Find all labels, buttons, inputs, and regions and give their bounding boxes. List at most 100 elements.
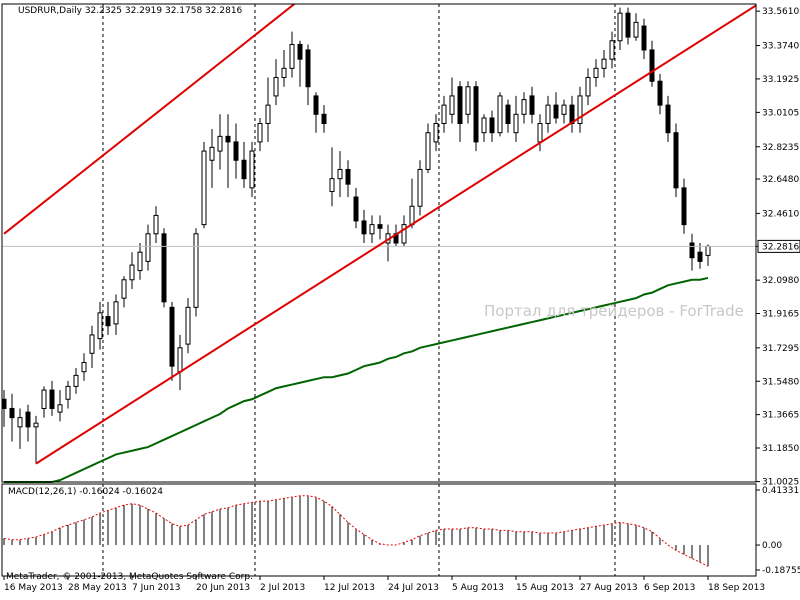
candle-body [425,132,431,170]
candle-body [649,49,655,82]
x-tick-label: 2 Jul 2013 [260,583,305,593]
candle-61 [489,110,495,142]
candle-27 [217,114,223,170]
candle-body [33,422,39,428]
candle-body [305,49,311,88]
candle-body [345,168,351,185]
candle-body [257,123,263,143]
candle-81 [649,40,655,87]
y-tick-label: 32.0980 [762,276,799,286]
candle-body [105,316,111,327]
candle-59 [473,81,479,152]
candle-body [585,77,591,97]
candle-10 [81,353,87,381]
candle-body [97,312,103,340]
candle-body [233,141,239,161]
x-tick-label: 7 Jun 2013 [132,583,180,593]
candle-24 [193,228,199,317]
candle-body [209,146,215,161]
candle-15 [121,276,127,308]
candle-body [665,104,671,134]
x-tick-label: 5 Aug 2013 [452,583,504,593]
candle-85 [681,178,687,234]
candle-34 [273,59,279,106]
macd-plot-frame [1,483,757,577]
candle-body [193,233,199,308]
candle-body [553,104,559,119]
candle-33 [265,77,271,142]
candle-1 [9,393,15,442]
copyright-text: MetaTrader, © 2001-2013, MetaQuotes Soft… [6,572,253,582]
candle-body [617,12,623,42]
candle-body [409,205,415,226]
macd-y-tick-label: 0.41331 [762,486,799,496]
candle-18 [145,224,151,271]
y-tick-label: 33.5610 [762,7,799,17]
candle-65 [521,92,527,124]
x-tick-label: 28 May 2013 [68,583,127,593]
x-tick-label: 6 Sep 2013 [644,583,695,593]
candle-body [705,245,711,256]
candle-body [225,135,231,143]
candle-body [473,86,479,143]
x-tick-label: 24 Jul 2013 [388,583,439,593]
candle-53 [425,123,431,174]
candle-body [145,233,151,262]
candle-body [217,135,223,152]
candle-body [57,404,63,413]
candle-60 [481,114,487,142]
candle-36 [289,31,295,78]
candle-66 [529,86,535,124]
candle-body [297,43,303,60]
price-candles [1,7,711,464]
candle-64 [513,95,519,142]
macd-header: MACD(12,26,1) -0.16024 -0.16024 [8,487,163,497]
y-tick-label: 32.8235 [762,143,799,153]
candle-71 [569,95,575,133]
main-plot-frame [1,3,757,483]
candle-4 [33,415,39,464]
candle-73 [585,68,591,106]
candle-79 [633,13,639,41]
candle-body [593,67,599,79]
candle-5 [41,386,47,418]
candle-12 [97,301,103,350]
candle-75 [601,49,607,78]
candle-31 [249,141,255,198]
candle-body [529,95,535,115]
candle-43 [345,160,351,198]
y-tick-label: 32.6480 [762,175,799,185]
candle-29 [233,123,239,179]
candle-body [161,233,167,303]
candle-body [577,95,583,125]
candle-body [185,306,191,345]
candle-48 [385,224,391,262]
candle-body [65,385,71,400]
y-tick-label: 31.0025 [762,478,799,488]
candle-body [657,80,663,106]
x-tick-label: 12 Jul 2013 [324,583,375,593]
candle-83 [665,95,671,142]
candle-body [521,99,527,115]
candle-78 [625,7,631,45]
candle-body [497,95,503,134]
candle-47 [377,215,383,240]
candle-68 [545,95,551,133]
candle-37 [297,40,303,87]
candle-body [601,58,607,69]
candle-86 [689,233,695,271]
channel-line-0 [3,4,296,235]
candle-17 [137,243,143,280]
candle-28 [225,114,231,188]
y-tick-label: 31.5480 [762,377,799,387]
candle-body [49,389,55,409]
candle-body [329,178,335,193]
candle-58 [465,81,471,124]
candle-body [625,12,631,38]
x-tick-label: 20 Jun 2013 [196,583,250,593]
candle-14 [113,294,119,335]
candle-45 [361,209,367,243]
candle-body [417,168,423,207]
candle-0 [1,390,7,427]
